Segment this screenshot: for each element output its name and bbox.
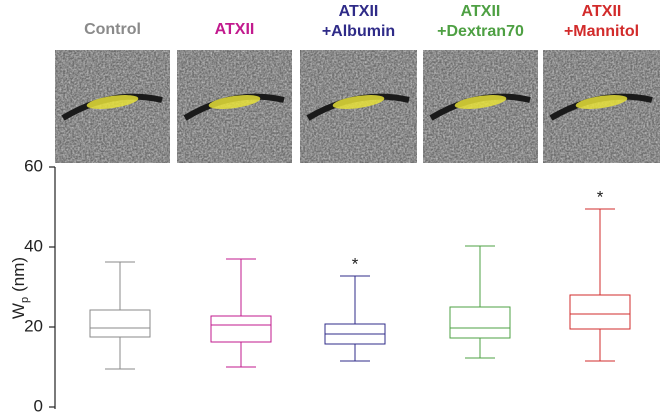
category-label: ATXII <box>339 3 379 20</box>
pore-highlight <box>86 95 139 109</box>
pore-highlight <box>575 95 628 109</box>
pore-highlight <box>208 95 261 109</box>
em-image <box>300 50 417 163</box>
category-label: +Dextran70 <box>437 23 524 40</box>
em-image <box>55 50 170 163</box>
category-label: ATXII <box>461 3 501 20</box>
category-label: +Mannitol <box>564 23 639 40</box>
annotation: * <box>352 254 359 273</box>
y-axis-label: Wp(nm) <box>9 257 30 319</box>
pore-highlight <box>454 95 507 109</box>
category-label: ATXII <box>582 3 622 20</box>
em-image <box>423 50 538 163</box>
em-image <box>177 50 292 163</box>
em-image <box>543 50 660 163</box>
y-tick-label: 60 <box>24 156 43 175</box>
pore-highlight <box>332 95 385 109</box>
box <box>210 315 272 343</box>
y-tick-label: 0 <box>34 396 43 415</box>
category-label: +Albumin <box>322 23 395 40</box>
y-tick-label: 20 <box>24 316 43 335</box>
category-label: ATXII <box>215 21 255 38</box>
annotation: * <box>597 187 604 206</box>
box <box>569 294 631 330</box>
category-label: Control <box>84 21 141 38</box>
box <box>89 309 151 338</box>
y-tick-label: 40 <box>24 236 43 255</box>
box <box>449 306 511 339</box>
